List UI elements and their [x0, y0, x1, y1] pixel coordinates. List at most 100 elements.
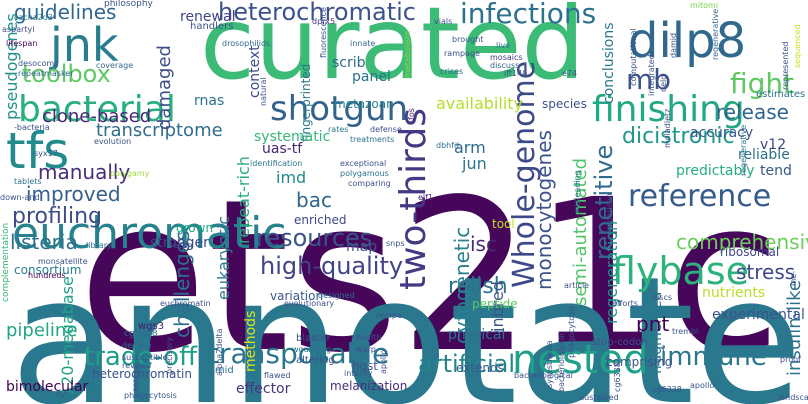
word-article: article [564, 282, 589, 290]
word-bacteriological: bacteriological [558, 333, 566, 392]
word-monsatellite: monsatellite [38, 258, 88, 266]
word-damid: represented [782, 42, 790, 90]
word-immune: immune [660, 344, 767, 370]
word-blaster: blaster [296, 334, 331, 344]
word-apollo: apollo [690, 382, 714, 390]
word-metazoan: metazoan [334, 98, 394, 110]
word-polygamy: polygamy [110, 170, 149, 178]
word-phagocytosis: phagocytosis [568, 305, 576, 358]
word-assess: assess [132, 366, 140, 393]
word-rates: rates [328, 126, 348, 134]
word-imd: imd [276, 170, 306, 186]
word-afgdsdfd: apollo [380, 350, 388, 374]
word-hundreds: hundreds [28, 272, 66, 280]
word-sym-bacteria: -bacteria [14, 124, 50, 132]
word-fos: natural [260, 77, 268, 106]
word-extends: extends [456, 362, 504, 374]
word-eukaryotic: eukaryotic [216, 216, 232, 300]
word-methods: methods [244, 311, 258, 372]
word-identification: identification [250, 160, 302, 168]
word-handlers: drosophilids [222, 40, 270, 48]
word-menadione: fly [56, 390, 66, 398]
word-dilp8: dilp8 [628, 17, 746, 65]
word-rnas: rnas [194, 94, 224, 108]
word-ift140: e74 [562, 70, 577, 78]
word-repeatmasker: fluorescence [320, 7, 328, 58]
word-panel: panel [352, 70, 391, 84]
word-damaged: damaged [156, 45, 174, 130]
word-peptide: peptide [472, 298, 518, 310]
word-library: library [86, 242, 112, 250]
word-v12: v12 [760, 138, 786, 152]
word-profiling: profiling [12, 206, 102, 228]
word-aspartyl: lifespan [6, 40, 37, 48]
word-revised: cg6338 [652, 386, 682, 394]
word-pipeline: pipeline [6, 322, 77, 340]
word-scrib: scrib [332, 56, 366, 70]
word-trembl: trembl [672, 328, 698, 336]
word-evolutionary: evolutionary [284, 300, 334, 308]
word-natural: computational [630, 28, 638, 86]
word-repeat-rich: repeat-rich [236, 156, 252, 244]
word-gabpalpha: phagocytosis [124, 392, 177, 400]
word-down-and: down-and [0, 194, 40, 202]
word-discuss: live [496, 42, 510, 50]
word-elf1: elf1 [418, 194, 433, 202]
word-map: map [346, 240, 377, 254]
word-discs: discs [652, 294, 672, 302]
word-coverage: cacna2d3 [14, 14, 53, 22]
word-sequenced: moladietz [664, 109, 672, 148]
word-tend: tend [760, 164, 792, 178]
word-interfly: interfly [344, 370, 372, 378]
word-rampage: crises [440, 68, 463, 76]
word-represented: sequenced [794, 24, 802, 68]
word-lifespan: desocoms [18, 60, 58, 68]
word-delg: damid [670, 33, 678, 58]
word-species: species [542, 98, 587, 110]
word-altering: altering [296, 356, 335, 366]
word-alpha2delta: alpha2delta [216, 328, 224, 376]
word-rempa: rempa [376, 312, 402, 320]
word-desocoms: repeatmasker [18, 70, 74, 78]
word-monocytogenes: monocytogenes [534, 130, 554, 290]
word-mosaics: discuss [490, 62, 519, 70]
word-treatments: treatments [350, 136, 394, 144]
word-health: health [356, 334, 381, 342]
word-stress: stress [736, 262, 795, 282]
word-infections: infections [460, 0, 596, 28]
word-decade: decade [122, 342, 151, 350]
word-moladietz: regenerative [740, 125, 748, 176]
word-bac: bac [296, 190, 332, 210]
word-tablets: tablets [14, 178, 42, 186]
word-brought: rampage [444, 50, 480, 58]
word-enriched: enriched [294, 214, 346, 226]
word-dbhfd: dbhfd [436, 142, 459, 150]
word-context: handlers [190, 22, 233, 32]
word-misleading: misleading [574, 170, 582, 214]
word-cg6338: cg6338 [614, 362, 622, 392]
word-dprx5: philosophy [104, 0, 153, 9]
word-fly: stop-codon [592, 338, 648, 348]
word-metabolism: fos [408, 108, 416, 120]
word-regenerative: regenerative [712, 9, 720, 60]
word-live: vials [434, 18, 452, 26]
word-innate: brought [452, 36, 483, 44]
word-philosophy: coverage [96, 62, 133, 70]
word-syx17: syx17 [34, 150, 58, 158]
word-availability: availability [436, 96, 523, 112]
word-bimolecular: bimolecular [6, 380, 88, 394]
word-defense: defense [370, 126, 402, 134]
word-fluorescence: metabolism [404, 31, 412, 78]
word-efforts: efforts [612, 300, 638, 308]
word-comparing: comparing [348, 180, 391, 188]
word-cg8458: cg8458 [124, 330, 158, 339]
word-jun: jun [462, 156, 487, 172]
word-comparison: comparison [606, 193, 614, 240]
word-exceptional: exceptional [340, 160, 386, 168]
word-conclusions: conclusions [602, 22, 616, 104]
word-melanization: melanization [330, 380, 407, 392]
word-crises: ift140 [504, 70, 527, 78]
word-euchromatin: euchromatin [160, 300, 211, 308]
word-ine: ine- [790, 271, 798, 286]
word-landscape: landscape [778, 394, 808, 402]
